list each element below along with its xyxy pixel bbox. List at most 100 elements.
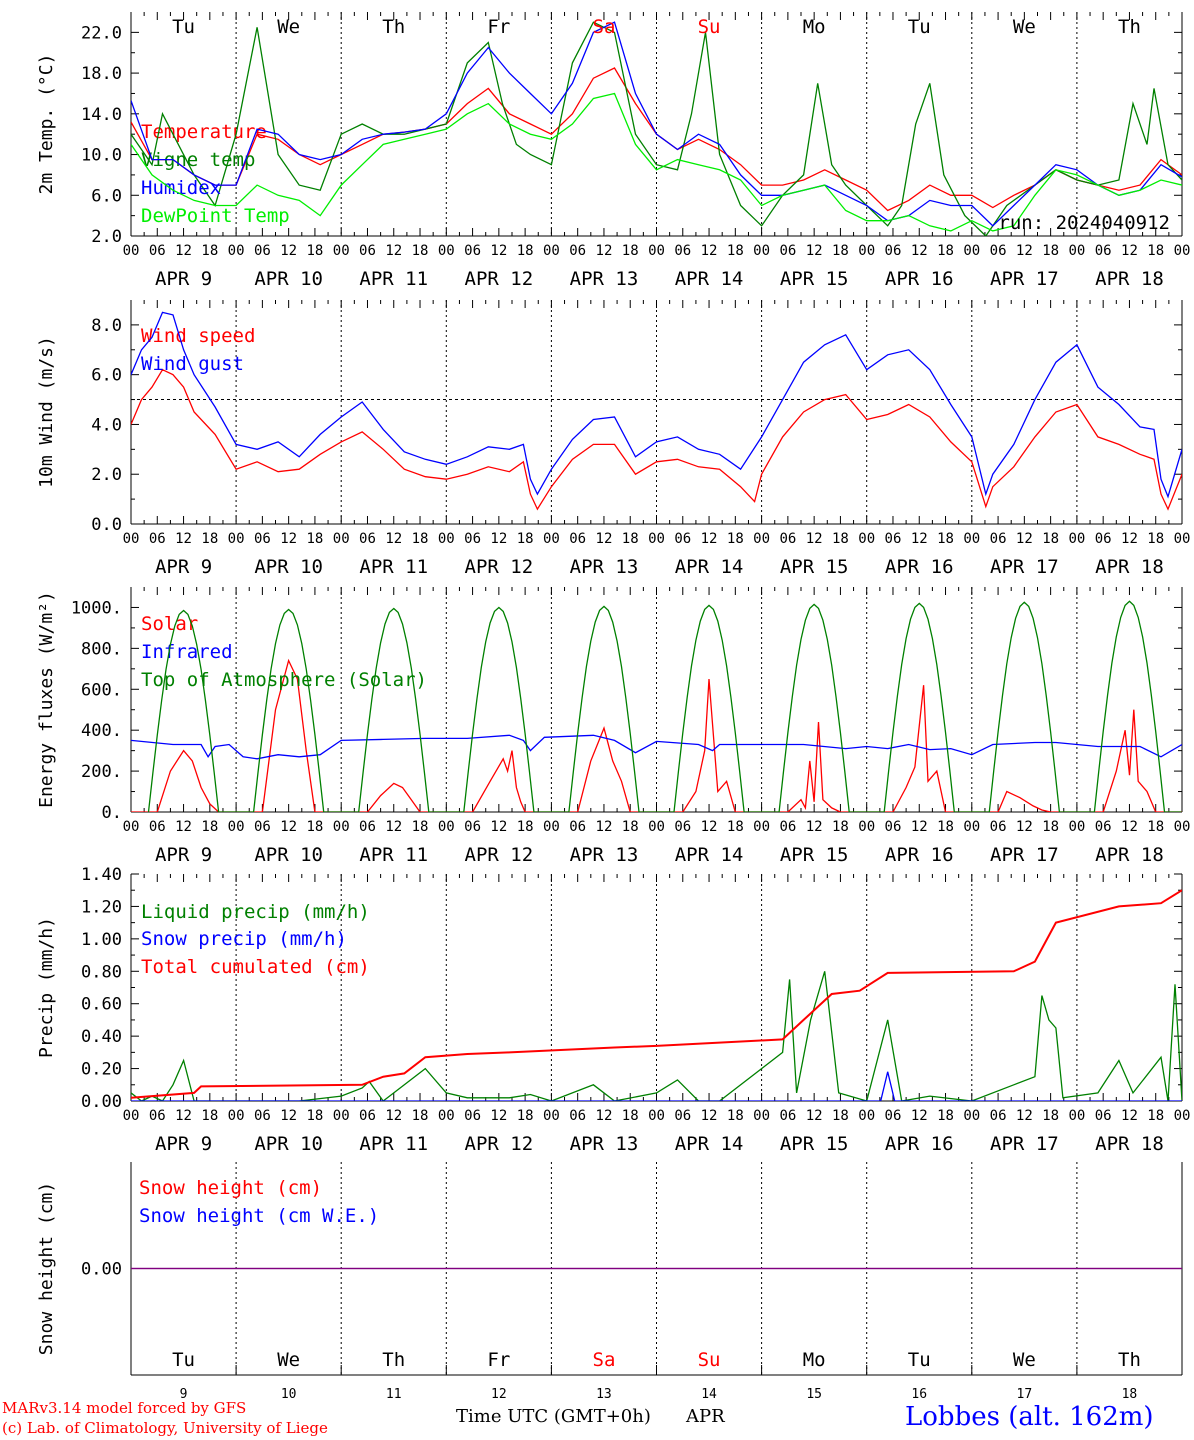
hour-tick-label: 06 xyxy=(779,531,796,547)
date-label: APR 9 xyxy=(155,556,212,578)
hour-tick-label: 12 xyxy=(490,243,507,259)
hour-tick-label: 12 xyxy=(701,819,718,835)
date-label: APR 16 xyxy=(885,1133,954,1155)
hour-tick-label: 18 xyxy=(1042,1108,1059,1124)
date-label: APR 14 xyxy=(675,556,744,578)
hour-tick-label: 12 xyxy=(385,243,402,259)
hour-tick-label: 00 xyxy=(438,243,455,259)
day-number-label: 12 xyxy=(491,1387,507,1402)
hour-tick-label: 06 xyxy=(990,819,1007,835)
hour-tick-label: 06 xyxy=(885,819,902,835)
weekday-label: Tu xyxy=(908,16,931,38)
hour-tick-label: 12 xyxy=(911,531,928,547)
hour-tick-label: 12 xyxy=(806,819,823,835)
hour-tick-label: 00 xyxy=(753,819,770,835)
hour-tick-label: 12 xyxy=(280,243,297,259)
series-snow-precip-mm-h--line xyxy=(131,1071,1182,1101)
weekday-label: We xyxy=(277,16,300,38)
hour-tick-label: 12 xyxy=(280,531,297,547)
hour-tick-label: 18 xyxy=(1147,243,1164,259)
legend-solar: Solar xyxy=(141,613,198,635)
hour-tick-label: 06 xyxy=(1095,819,1112,835)
hour-tick-label: 06 xyxy=(779,1108,796,1124)
hour-tick-label: 00 xyxy=(963,819,980,835)
legend-top-of-atmosphere-solar-: Top of Atmosphere (Solar) xyxy=(141,669,427,691)
weekday-label: Mo xyxy=(803,1349,826,1371)
date-label: APR 14 xyxy=(675,268,744,290)
hour-tick-label: 00 xyxy=(1174,1108,1191,1124)
date-label: APR 16 xyxy=(885,556,954,578)
hour-tick-label: 06 xyxy=(990,531,1007,547)
panel-2-y-tick-label: 800. xyxy=(81,639,122,659)
hour-tick-label: 06 xyxy=(569,243,586,259)
hour-tick-label: 12 xyxy=(911,243,928,259)
hour-tick-label: 12 xyxy=(911,819,928,835)
date-label: APR 12 xyxy=(465,556,534,578)
hour-tick-label: 00 xyxy=(1174,531,1191,547)
panel-3-y-tick-label: 1.00 xyxy=(81,930,122,950)
series-humidex-line xyxy=(131,21,1182,227)
hour-tick-label: 00 xyxy=(858,1108,875,1124)
panel-1-y-tick-label: 2.0 xyxy=(91,465,122,485)
date-label: APR 12 xyxy=(465,1133,534,1155)
legend-wind-gust: Wind gust xyxy=(141,353,244,375)
weekday-label: Th xyxy=(382,16,405,38)
date-label: APR 13 xyxy=(570,844,639,866)
hour-tick-label: 00 xyxy=(543,1108,560,1124)
panel-3-y-tick-label: 0.00 xyxy=(81,1092,122,1112)
date-label: APR 10 xyxy=(254,1133,323,1155)
hour-tick-label: 12 xyxy=(596,531,613,547)
hour-tick-label: 12 xyxy=(490,531,507,547)
panel-0-y-title: 2m Temp. (°C) xyxy=(36,54,57,195)
hour-tick-label: 18 xyxy=(306,531,323,547)
legend-snow-height-cm-w-e-: Snow height (cm W.E.) xyxy=(139,1205,379,1227)
panel-2-y-title: Energy fluxes (W/m²) xyxy=(36,591,57,808)
hour-tick-label: 18 xyxy=(832,819,849,835)
hour-tick-label: 06 xyxy=(149,819,166,835)
hour-tick-label: 18 xyxy=(937,531,954,547)
hour-tick-label: 18 xyxy=(937,243,954,259)
panel-2-y-tick-label: 400. xyxy=(81,721,122,741)
hour-tick-label: 12 xyxy=(701,1108,718,1124)
day-number-label: 13 xyxy=(596,1387,612,1402)
date-label: APR 11 xyxy=(359,268,428,290)
date-label: APR 10 xyxy=(254,268,323,290)
hour-tick-label: 18 xyxy=(1147,1108,1164,1124)
hour-tick-label: 12 xyxy=(701,531,718,547)
weekday-label: Th xyxy=(1118,1349,1141,1371)
hour-tick-label: 12 xyxy=(596,243,613,259)
hour-tick-label: 06 xyxy=(674,819,691,835)
panel-0-y-tick-label: 18.0 xyxy=(81,64,122,84)
hour-tick-label: 18 xyxy=(727,1108,744,1124)
weekday-label: We xyxy=(277,1349,300,1371)
date-label: APR 17 xyxy=(990,844,1059,866)
hour-tick-label: 00 xyxy=(543,243,560,259)
hour-tick-label: 00 xyxy=(228,531,245,547)
hour-tick-label: 12 xyxy=(280,819,297,835)
hour-tick-label: 12 xyxy=(385,531,402,547)
date-label: APR 13 xyxy=(570,1133,639,1155)
date-label: APR 14 xyxy=(675,1133,744,1155)
hour-tick-label: 18 xyxy=(1147,531,1164,547)
hour-tick-label: 18 xyxy=(201,1108,218,1124)
date-label: APR 10 xyxy=(254,556,323,578)
hour-tick-label: 18 xyxy=(412,243,429,259)
legend-snow-precip-mm-h-: Snow precip (mm/h) xyxy=(141,928,347,950)
hour-tick-label: 06 xyxy=(149,531,166,547)
day-number-label: 18 xyxy=(1122,1387,1138,1402)
hour-tick-label: 12 xyxy=(175,243,192,259)
hour-tick-label: 18 xyxy=(517,531,534,547)
series-wind-gust-line xyxy=(131,311,1182,499)
panel-0-y-tick-label: 14.0 xyxy=(81,105,122,125)
date-label: APR 11 xyxy=(359,1133,428,1155)
date-label: APR 15 xyxy=(780,1133,849,1155)
day-number-label: 14 xyxy=(701,1387,717,1402)
hour-tick-label: 00 xyxy=(753,243,770,259)
hour-tick-label: 12 xyxy=(596,819,613,835)
hour-tick-label: 06 xyxy=(674,531,691,547)
day-number-label: 17 xyxy=(1017,1387,1033,1402)
month-label: APR xyxy=(686,1406,725,1427)
hour-tick-label: 12 xyxy=(1016,1108,1033,1124)
hour-tick-label: 06 xyxy=(254,819,271,835)
hour-tick-label: 06 xyxy=(464,531,481,547)
